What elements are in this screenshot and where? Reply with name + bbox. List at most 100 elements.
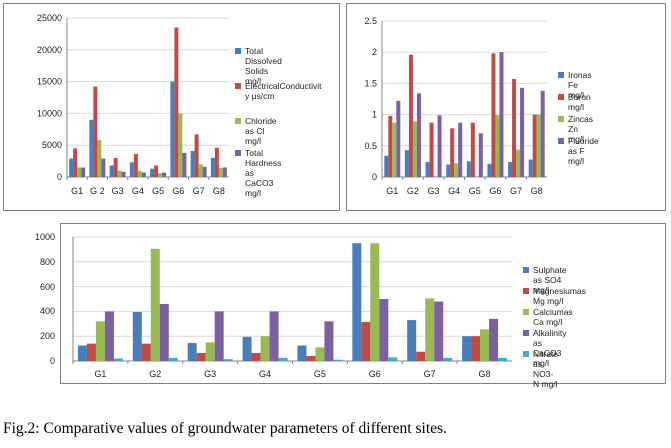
legend-item: Calciumas Ca mg/l bbox=[523, 307, 573, 327]
y-tick-label: 25000 bbox=[37, 13, 62, 23]
y-tick-label: 600 bbox=[39, 281, 55, 292]
category-label: G7 bbox=[424, 369, 436, 379]
legend-swatch bbox=[558, 116, 564, 122]
y-tick-label: 1000 bbox=[34, 232, 55, 242]
bar bbox=[269, 311, 279, 361]
bar bbox=[450, 128, 455, 177]
category-label: G6 bbox=[172, 186, 184, 196]
bar bbox=[437, 115, 442, 177]
legend-swatch bbox=[235, 150, 241, 156]
bar bbox=[528, 159, 533, 177]
bar bbox=[121, 171, 126, 177]
bar bbox=[198, 164, 203, 177]
bar bbox=[508, 162, 513, 177]
bar bbox=[306, 356, 316, 361]
bar bbox=[429, 122, 434, 177]
bar bbox=[89, 119, 94, 177]
y-tick-label: 2.5 bbox=[364, 16, 377, 26]
bar bbox=[218, 168, 223, 177]
bar bbox=[487, 163, 492, 177]
legend-item: Total Dissolved Solids mg/l bbox=[235, 46, 282, 86]
legend-item: Magnesiumas Mg mg/l bbox=[523, 286, 586, 306]
bar bbox=[242, 336, 252, 361]
bar bbox=[210, 157, 215, 177]
legend-label: Zincas Zn mg/l bbox=[568, 114, 594, 144]
category-label: G8 bbox=[213, 186, 225, 196]
legend-swatch bbox=[523, 351, 529, 357]
legend-label: Alkalinity as CaCO3 mg/l bbox=[533, 328, 567, 368]
bar bbox=[458, 122, 463, 177]
legend-item: Total Hardness as CaCO3 mg/l bbox=[235, 148, 281, 198]
category-label: G3 bbox=[428, 186, 440, 196]
bar bbox=[194, 134, 199, 177]
bar bbox=[69, 158, 74, 177]
legend-swatch bbox=[235, 118, 241, 124]
bar bbox=[178, 113, 183, 177]
bar bbox=[168, 357, 178, 361]
legend-swatch bbox=[558, 94, 564, 100]
chart-panel-metals: G1 G2 G3 G4 G5 G6 G7 G8 0 0.5 1 1.5 2 2.5 Ironas Fe m… bbox=[346, 3, 666, 211]
legend-swatch bbox=[523, 309, 529, 315]
bar bbox=[352, 243, 362, 361]
bar bbox=[132, 312, 142, 361]
category-label: G2 bbox=[407, 186, 419, 196]
bar bbox=[466, 161, 471, 177]
legend-label: Calciumas Ca mg/l bbox=[533, 307, 573, 327]
bar bbox=[416, 351, 426, 361]
legend-label: Nitrate as NO3- N mg/l bbox=[533, 349, 559, 389]
y-tick-label: 200 bbox=[39, 331, 55, 342]
bar bbox=[495, 115, 500, 177]
bar bbox=[425, 298, 435, 361]
y-tick-label: 0 bbox=[372, 172, 377, 182]
bar bbox=[162, 172, 167, 177]
legend-item: Alkalinity as CaCO3 mg/l bbox=[523, 328, 567, 368]
bar bbox=[190, 150, 195, 177]
bar bbox=[491, 53, 496, 177]
bar bbox=[384, 155, 389, 177]
legend-item: Chloride as Cl mg/l bbox=[235, 116, 277, 146]
y-tick-label: 2 bbox=[372, 47, 377, 57]
bar bbox=[86, 343, 96, 361]
legend-label: Total Dissolved Solids mg/l bbox=[245, 46, 282, 86]
category-label: G1 bbox=[94, 369, 106, 379]
category-label: G4 bbox=[448, 186, 460, 196]
bar bbox=[97, 140, 102, 177]
legend-label: ElectricalConductivit y μs/cm bbox=[245, 81, 322, 101]
legend-item: ElectricalConductivit y μs/cm bbox=[235, 81, 322, 101]
bar bbox=[77, 167, 82, 177]
bar bbox=[159, 303, 169, 361]
bar bbox=[196, 352, 206, 361]
bar bbox=[489, 318, 499, 361]
bar bbox=[81, 167, 86, 177]
bar bbox=[499, 52, 504, 178]
bar bbox=[388, 115, 393, 177]
category-label: G 2 bbox=[90, 186, 105, 196]
bar bbox=[170, 81, 175, 177]
bar bbox=[454, 163, 459, 177]
category-label: G4 bbox=[259, 369, 271, 379]
chart-panel-tds: G1 G 2 G3 G4 G5 G6 G7 G8 0 5000 10000 15000 20000 250… bbox=[3, 3, 340, 211]
y-tick-label: 1.5 bbox=[364, 78, 377, 88]
bar bbox=[187, 343, 197, 361]
y-tick-label: 0 bbox=[49, 356, 55, 366]
bar bbox=[315, 347, 325, 361]
bar bbox=[174, 27, 179, 177]
chart-metals-svg: G1 G2 G3 G4 G5 G6 G7 G8 0 0.5 1 1.5 2 2.5 bbox=[364, 16, 547, 196]
bar bbox=[333, 359, 343, 361]
legend-item: Sulphate as SO4 mg/l bbox=[523, 265, 567, 295]
legend-label: Sulphate as SO4 mg/l bbox=[533, 265, 567, 295]
category-label: G1 bbox=[71, 186, 83, 196]
bar bbox=[297, 345, 307, 361]
bar bbox=[223, 359, 233, 361]
legend-item: Zincas Zn mg/l bbox=[558, 114, 593, 144]
bar bbox=[396, 100, 401, 177]
bar bbox=[117, 170, 122, 177]
bar bbox=[370, 243, 380, 361]
legend-item: Boron mg/l bbox=[558, 92, 591, 112]
category-label: G3 bbox=[204, 369, 216, 379]
bar bbox=[77, 345, 87, 361]
bar bbox=[133, 154, 138, 177]
legend-swatch bbox=[558, 138, 564, 144]
bar bbox=[95, 321, 105, 361]
legend-swatch bbox=[235, 48, 241, 54]
